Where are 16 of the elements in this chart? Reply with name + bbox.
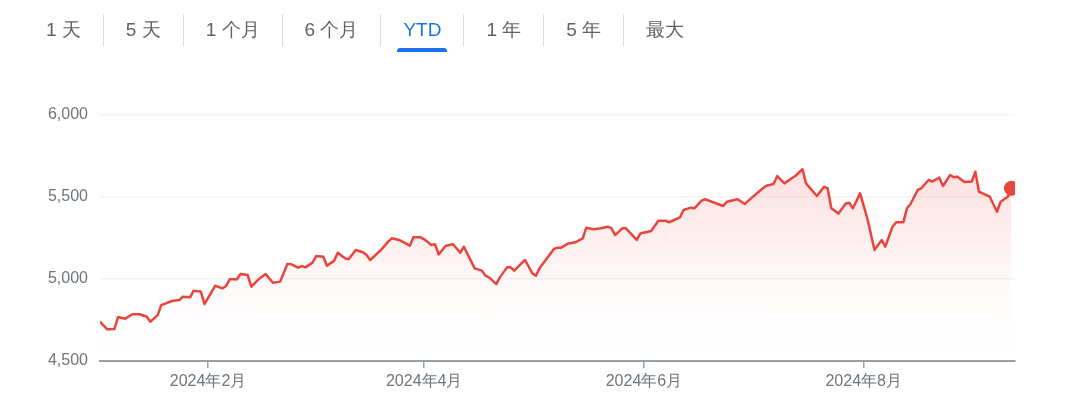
y-tick-label: 6,000 (47, 105, 89, 123)
text: 1 个月 (205, 18, 260, 42)
text: 6 个月 (304, 18, 359, 42)
text: 5 天 (125, 18, 161, 42)
text: 1 天 (46, 18, 81, 42)
text: 1 年 (486, 18, 522, 42)
text: 最大 (646, 18, 685, 42)
text: 5 年 (566, 18, 602, 42)
x-tick-label: 2024年8月 (825, 372, 902, 390)
x-tick-label: 2024年4月 (385, 372, 463, 390)
x-tick-label: 2024年2月 (169, 372, 247, 390)
y-tick-label: 4,500 (47, 351, 89, 369)
text: YTD (403, 19, 442, 41)
x-tick-label: 2024年6月 (605, 372, 683, 390)
y-tick-label: 5,000 (47, 269, 89, 287)
y-tick-label: 5,500 (47, 187, 89, 205)
